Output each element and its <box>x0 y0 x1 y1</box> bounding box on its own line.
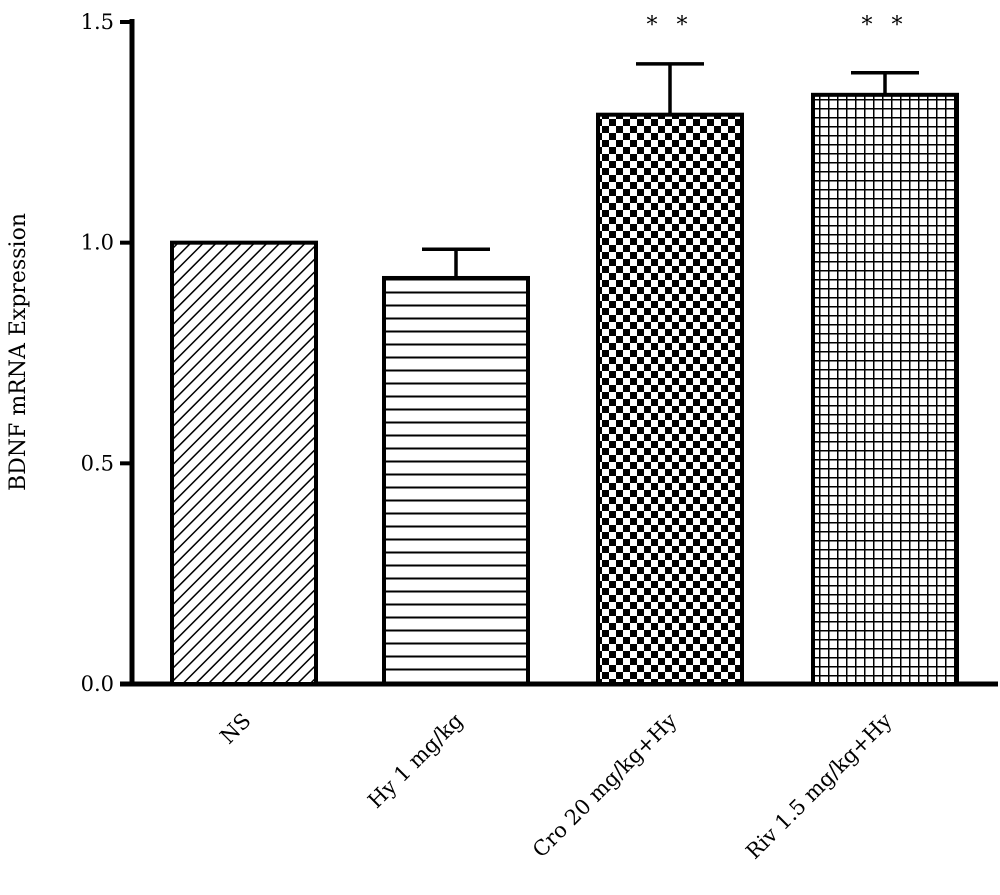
y-tick-label: 1.0 <box>81 231 114 255</box>
bar-1 <box>170 240 318 687</box>
bar-4 <box>811 92 959 686</box>
significance-3: * * <box>647 13 694 38</box>
y-axis-title: BDNF mRNA Expression <box>6 213 31 491</box>
bar-2 <box>382 275 530 686</box>
category-label-3: Cro 20 mg/kg+Hy <box>528 708 682 862</box>
labels: NS Hy 1 mg/kg * * Cro 20 mg/kg+Hy * * Riv 1.5… <box>215 13 909 864</box>
bars <box>170 62 959 687</box>
category-label-1: NS <box>215 709 255 749</box>
category-label-4: Riv 1.5 mg/kg+Hy <box>741 708 896 863</box>
y-tick-label: 0.5 <box>81 451 114 475</box>
y-axis: 0.0 0.5 1.0 1.5 <box>81 10 135 696</box>
category-label-2: Hy 1 mg/kg <box>363 709 467 813</box>
bar-3 <box>596 112 744 687</box>
y-tick-label: 1.5 <box>81 10 114 34</box>
significance-4: * * <box>862 13 909 38</box>
y-tick-label: 0.0 <box>81 672 114 696</box>
